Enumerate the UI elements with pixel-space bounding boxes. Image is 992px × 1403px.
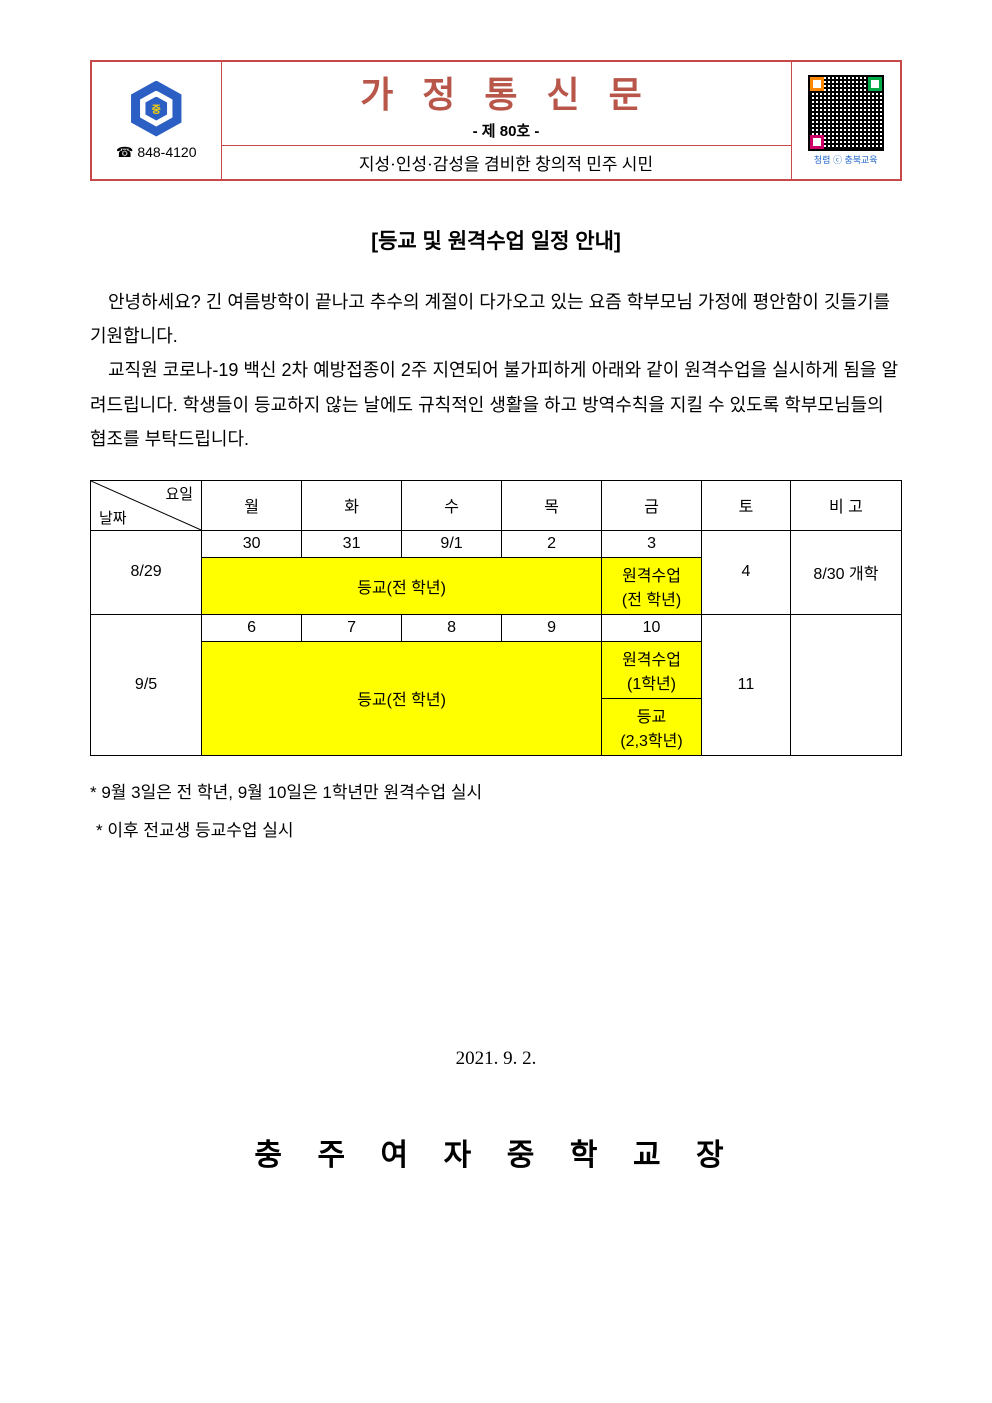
issue-number: - 제 80호 - [226, 120, 787, 141]
col-tue: 화 [302, 480, 402, 530]
w1-d3: 9/1 [402, 530, 502, 557]
phone-icon: ☎ [116, 144, 133, 160]
w1-d4: 2 [502, 530, 602, 557]
col-wed: 수 [402, 480, 502, 530]
logo-cell: 중 ☎ 848-4120 [91, 61, 221, 180]
qr-label: 청렴 ⓒ 충북교육 [796, 153, 897, 166]
col-sat: 토 [702, 480, 791, 530]
week1-dates: 8/29 30 31 9/1 2 3 4 8/30 개학 [91, 530, 902, 557]
phone-row: ☎ 848-4120 [96, 141, 217, 161]
paragraph-1: 안녕하세요? 긴 여름방학이 끝나고 추수의 계절이 다가오고 있는 요즘 학부… [90, 285, 902, 353]
main-title: 가 정 통 신 문 [226, 66, 787, 118]
col-mon: 월 [202, 480, 302, 530]
slogan: 지성·인성·감성을 겸비한 창의적 민주 시민 [221, 146, 791, 181]
schedule-table: 요일 날짜 월 화 수 목 금 토 비 고 8/29 30 31 9/1 2 3… [90, 480, 902, 756]
w2-fri1: 원격수업 (1학년) [602, 641, 702, 698]
w2-d3: 8 [402, 614, 502, 641]
note-1: * 9월 3일은 전 학년, 9월 10일은 1학년만 원격수업 실시 [90, 776, 902, 810]
w2-d1: 6 [202, 614, 302, 641]
header-table: 중 ☎ 848-4120 가 정 통 신 문 - 제 80호 - 청렴 ⓒ 충북… [90, 60, 902, 181]
document-subtitle: [등교 및 원격수업 일정 안내] [90, 225, 902, 255]
w1-d1: 30 [202, 530, 302, 557]
title-cell: 가 정 통 신 문 - 제 80호 - [221, 61, 791, 146]
w2-attend: 등교(전 학년) [202, 641, 602, 755]
w1-attend: 등교(전 학년) [202, 557, 602, 614]
diagonal-header: 요일 날짜 [91, 480, 202, 530]
phone-number: 848-4120 [137, 144, 196, 160]
body-text: 안녕하세요? 긴 여름방학이 끝나고 추수의 계절이 다가오고 있는 요즘 학부… [90, 285, 902, 456]
w1-note: 8/30 개학 [790, 530, 901, 614]
col-thu: 목 [502, 480, 602, 530]
w1-fri: 원격수업 (전 학년) [602, 557, 702, 614]
school-logo-icon: 중 [128, 81, 184, 137]
w2-d5: 10 [602, 614, 702, 641]
week1-label: 8/29 [91, 530, 202, 614]
week2-dates: 9/5 6 7 8 9 10 11 [91, 614, 902, 641]
table-header-row: 요일 날짜 월 화 수 목 금 토 비 고 [91, 480, 902, 530]
col-note: 비 고 [790, 480, 901, 530]
w1-d2: 31 [302, 530, 402, 557]
w2-sat: 11 [702, 614, 791, 755]
date-line: 2021. 9. 2. [90, 1048, 902, 1070]
w1-sat: 4 [702, 530, 791, 614]
w2-note [790, 614, 901, 755]
w2-d2: 7 [302, 614, 402, 641]
signature: 충 주 여 자 중 학 교 장 [90, 1130, 902, 1174]
note-2: * 이후 전교생 등교수업 실시 [90, 814, 902, 848]
w2-fri2: 등교 (2,3학년) [602, 698, 702, 755]
qr-code-icon [808, 75, 884, 151]
col-fri: 금 [602, 480, 702, 530]
week2-label: 9/5 [91, 614, 202, 755]
qr-cell: 청렴 ⓒ 충북교육 [791, 61, 901, 180]
paragraph-2: 교직원 코로나-19 백신 2차 예방접종이 2주 지연되어 불가피하게 아래와… [90, 353, 902, 456]
w1-d5: 3 [602, 530, 702, 557]
w2-d4: 9 [502, 614, 602, 641]
